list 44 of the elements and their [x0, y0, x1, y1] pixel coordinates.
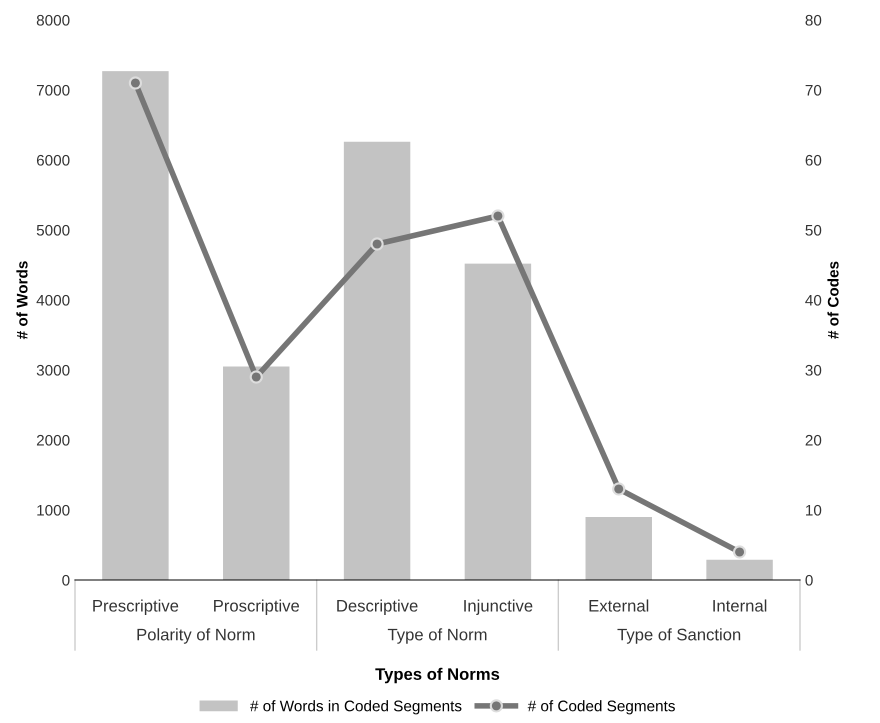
x-tick-label: External: [590, 599, 648, 612]
point: [250, 370, 263, 384]
y-tick-label: 8000: [36, 14, 70, 26]
y-tick-label: 1000: [37, 504, 70, 516]
legend-label: # of Words in Coded Segments: [250, 700, 462, 714]
x-tick-label: Injunctive: [464, 599, 532, 615]
y2-tick-label: 50: [805, 224, 822, 236]
bar: [586, 517, 652, 580]
point: [370, 237, 384, 251]
y-tick-label: 6000: [36, 154, 70, 166]
y-tick-label: 4000: [36, 294, 70, 306]
bar: [223, 366, 290, 580]
y-tick-label: 5000: [36, 224, 70, 236]
y-tick-label: 0: [62, 574, 70, 586]
point: [732, 545, 746, 559]
y2-tick-label: 30: [805, 364, 822, 376]
x-tick-label: Descriptive: [337, 599, 418, 615]
y-axis-title: # of Words: [16, 261, 28, 340]
x-axis-title: Types of Norms: [375, 668, 500, 684]
y2-tick-label: 0: [805, 574, 813, 586]
bar: [344, 142, 410, 580]
x-tick-label: Internal: [713, 599, 766, 612]
text: Polarity of Norm: [137, 628, 254, 644]
y2-tick-label: 20: [806, 434, 822, 446]
y-tick-label: 7000: [36, 84, 70, 96]
y2-tick-label: 70: [806, 84, 822, 96]
y2-axis-title: # of Codes: [827, 262, 839, 339]
text: Type of Sanction: [617, 628, 740, 644]
y2-tick-label: 10: [806, 504, 822, 516]
bar: [706, 560, 773, 580]
point: [491, 209, 505, 223]
bar: [102, 71, 169, 580]
y-tick-label: 3000: [36, 364, 70, 376]
y2-tick-label: 60: [806, 154, 822, 166]
x-tick-label: Prescriptive: [93, 599, 178, 615]
y-tick-label: 2000: [36, 434, 70, 446]
y2-tick-label: 80: [806, 14, 822, 26]
text: Type of Norm: [388, 628, 486, 644]
x-tick-label: Proscriptive: [214, 599, 300, 615]
point: [128, 76, 142, 90]
bar: [464, 264, 532, 580]
legend-label: # of Coded Segments: [528, 700, 675, 714]
y2-tick-label: 40: [805, 294, 822, 306]
point: [612, 482, 626, 496]
